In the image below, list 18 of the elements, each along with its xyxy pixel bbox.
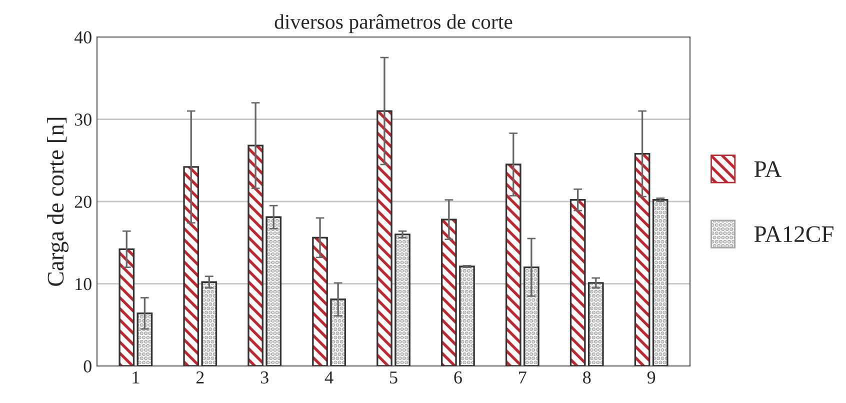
y-axis-title: Carga de corte [n] bbox=[47, 118, 69, 286]
y-tick-label: 0 bbox=[84, 360, 92, 372]
legend-label: PA bbox=[754, 161, 782, 177]
x-tick-label: 2 bbox=[196, 371, 204, 384]
chart-title: diversos parâmetros de corte bbox=[274, 14, 512, 34]
y-tick-label: 10 bbox=[76, 278, 92, 290]
y-tick-label: 20 bbox=[74, 196, 92, 208]
x-tick-label: 5 bbox=[390, 372, 398, 384]
y-tick-label: 30 bbox=[74, 114, 92, 126]
x-tick-label: 7 bbox=[519, 372, 526, 384]
y-tick-label: 40 bbox=[74, 31, 92, 44]
x-tick-label: 9 bbox=[647, 371, 656, 384]
legend-label: PA12CF bbox=[754, 226, 834, 242]
x-tick-label: 3 bbox=[260, 371, 268, 384]
x-tick-label: 6 bbox=[454, 371, 462, 384]
x-tick-label: 4 bbox=[324, 372, 334, 384]
x-tick-label: 8 bbox=[583, 371, 591, 384]
x-tick-label: 1 bbox=[132, 371, 140, 384]
